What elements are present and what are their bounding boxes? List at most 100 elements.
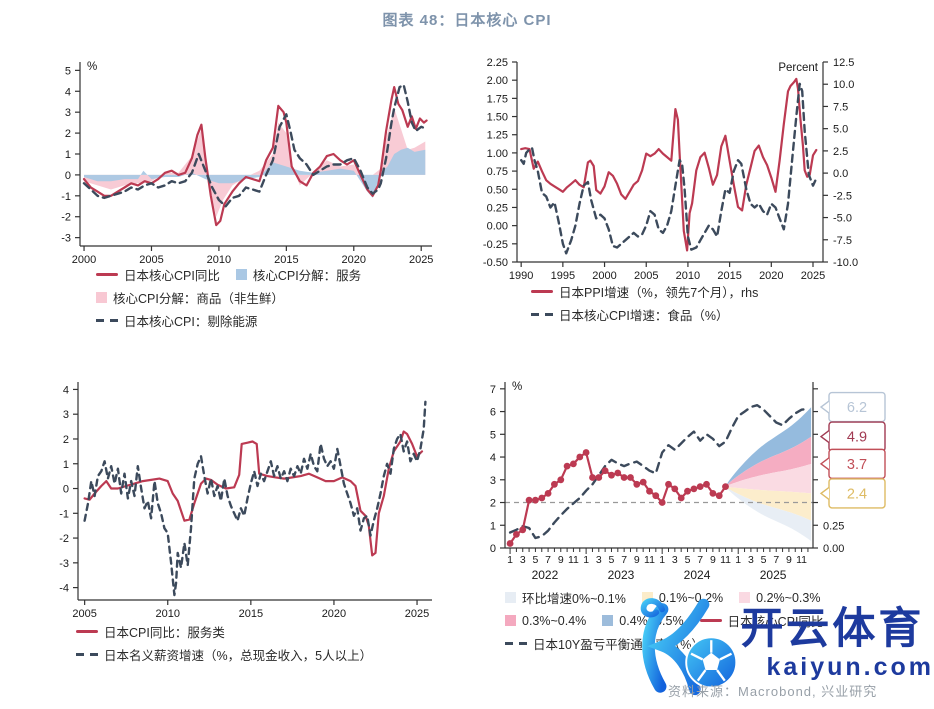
axis-tick-label: 0 bbox=[65, 170, 71, 182]
data-point-marker bbox=[557, 476, 565, 484]
axes bbox=[73, 382, 432, 605]
legend-swatch-line bbox=[76, 630, 98, 633]
axis-tick-label: 3 bbox=[63, 409, 69, 421]
axis-tick-label: 5 bbox=[761, 554, 767, 566]
data-point-marker bbox=[608, 471, 615, 479]
data-point-marker bbox=[696, 483, 704, 490]
axis-tick-label: 1.75 bbox=[487, 93, 508, 105]
axis-tick-label: 7.5 bbox=[833, 101, 848, 113]
japan-core-cpi-food-line bbox=[520, 82, 818, 255]
axis-tick-label: 1990 bbox=[509, 270, 533, 282]
axis-tick-label: 2.00 bbox=[487, 75, 508, 87]
callout-notch-edge bbox=[819, 486, 830, 500]
axis-tick-label: 6 bbox=[490, 407, 496, 419]
legend-item: 日本核心CPI增速：食品（%） bbox=[531, 305, 728, 324]
data-point-marker bbox=[519, 526, 527, 534]
legend-swatch-line bbox=[531, 290, 553, 293]
legend-item: 日本名义薪资增速（%，总现金收入，5人以上） bbox=[76, 645, 372, 664]
axis-tick-label: 7 bbox=[773, 554, 779, 566]
legend-label: 日本名义薪资增速（%，总现金收入，5人以上） bbox=[104, 649, 373, 663]
axis-tick-label: 9 bbox=[558, 554, 564, 566]
axis-tick-label: 2.25 bbox=[487, 57, 508, 69]
axis-tick-label: 11 bbox=[720, 554, 731, 566]
axis-tick-label: 2015 bbox=[239, 608, 263, 620]
axis-tick-label: 2015 bbox=[717, 270, 741, 282]
fan-band-2 bbox=[725, 464, 812, 494]
axis-tick-label: 9 bbox=[634, 554, 640, 566]
axis-tick-label: 1 bbox=[65, 149, 71, 161]
data-point-marker bbox=[646, 487, 653, 495]
axis-tick-label: 5 bbox=[490, 429, 496, 441]
unit-label: % bbox=[87, 61, 97, 73]
data-point-marker bbox=[506, 540, 514, 547]
axis-tick-label: 10.0 bbox=[833, 79, 854, 91]
axis-tick-label: 0.0 bbox=[833, 168, 848, 180]
fan-band-3 bbox=[725, 486, 812, 521]
japan-10y-breakeven-line bbox=[508, 404, 810, 540]
legend-swatch-square bbox=[739, 592, 751, 603]
axis-tick-label: 1.25 bbox=[487, 130, 508, 142]
legend-row: 日本PPI增速（%，领先7个月），rhs bbox=[531, 282, 934, 301]
axis-tick-label: 2025 bbox=[801, 270, 825, 282]
axis-tick-label: 0.50 bbox=[487, 184, 508, 196]
data-point-marker bbox=[703, 480, 710, 488]
axis-tick-label: 5 bbox=[609, 554, 615, 566]
legend-swatch-line bbox=[699, 619, 722, 622]
axis-tick-label: 7 bbox=[697, 554, 703, 566]
japan-core-cpi-yoy-line bbox=[82, 86, 428, 227]
axis-tick-label: 2005 bbox=[139, 254, 163, 265]
axis-tick-label: -5.0 bbox=[833, 213, 852, 225]
axis-tick-label: 1 bbox=[63, 459, 69, 471]
axis-tick-label: 3 bbox=[520, 554, 526, 566]
fan-band-1 bbox=[725, 436, 812, 487]
axis-tick-label: 0.25 bbox=[487, 202, 508, 214]
axis-tick-label: -3 bbox=[61, 233, 71, 245]
axis-tick-label: 2020 bbox=[322, 608, 346, 620]
axis-tick-label: 11 bbox=[796, 554, 807, 566]
source-note: 资料来源：Macrobond, 兴业研究 bbox=[668, 684, 878, 699]
data-point-marker bbox=[525, 496, 533, 504]
axis-tick-label: 0.00 bbox=[487, 221, 508, 233]
axes bbox=[500, 382, 818, 554]
callout-value: 4.9 bbox=[847, 430, 867, 446]
chart-ppi-food-cpi-wrapper: 2.25 2.00 1.75 1.50 1.25 1.00 0.75 0.50 0.25 0.00… bbox=[475, 50, 934, 324]
axis-tick-label: 11 bbox=[568, 554, 579, 566]
legend-label: 环比增速0%~0.1% bbox=[522, 592, 626, 606]
axes bbox=[75, 62, 432, 251]
axis-tick-label: 9 bbox=[710, 554, 716, 566]
axis-tick-label: 1 bbox=[583, 554, 589, 566]
axis-tick-label: 5 bbox=[532, 554, 538, 566]
axis-tick-label: 2025 bbox=[760, 568, 787, 582]
chart-core-cpi-decomposition-wrapper: -3 -2 -1 0 1 2 3 4 5 2000 2005 2010 2015 2020 2025% 日本… bbox=[28, 50, 462, 330]
data-point-marker bbox=[627, 474, 634, 481]
axis-tick-label: 2020 bbox=[342, 254, 366, 265]
axis-tick-label: 2005 bbox=[634, 270, 658, 282]
axis-tick-label: -3 bbox=[59, 558, 69, 570]
legend-label: 日本核心CPI同比 bbox=[727, 615, 824, 629]
kaiyun-watermark: 开云体育 kaiyun.com bbox=[618, 592, 934, 700]
axis-tick-label: 1 bbox=[490, 520, 496, 532]
legend-label: 0.2%~0.3% bbox=[756, 590, 821, 605]
legend-label: 日本PPI增速（%，领先7个月），rhs bbox=[559, 286, 759, 300]
axis-tick-label: 7 bbox=[545, 554, 551, 566]
unit-label: % bbox=[512, 381, 522, 393]
data-point-marker bbox=[722, 483, 729, 490]
axis-tick-label: 1.50 bbox=[487, 112, 508, 124]
legend-row: 环比增速0%~0.1% 0.1%~0.2% 0.2%~0.3% bbox=[505, 588, 934, 607]
data-point-marker bbox=[684, 487, 691, 495]
data-point-marker bbox=[690, 485, 698, 493]
chart-core-cpi-decomposition: -3 -2 -1 0 1 2 3 4 5 2000 2005 2010 2015 2020 2025% bbox=[61, 61, 433, 265]
axis-tick-label: -4 bbox=[59, 583, 69, 595]
core-cpi-goods-area bbox=[84, 108, 426, 217]
legend-swatch-dash bbox=[531, 313, 553, 316]
data-point-marker bbox=[652, 492, 660, 500]
kaiyun-domain-text: kaiyun.com bbox=[766, 653, 934, 681]
data-point-marker bbox=[551, 480, 558, 488]
axis-tick-label: 4 bbox=[65, 86, 71, 98]
callout-notch bbox=[821, 457, 829, 470]
axis-tick-label: 5 bbox=[685, 554, 691, 566]
legend-row: 日本核心CPI同比 核心CPI分解：服务 bbox=[96, 265, 462, 284]
axis-tick-label: -0.50 bbox=[483, 257, 508, 269]
axis-tick-label: 11 bbox=[644, 554, 655, 566]
